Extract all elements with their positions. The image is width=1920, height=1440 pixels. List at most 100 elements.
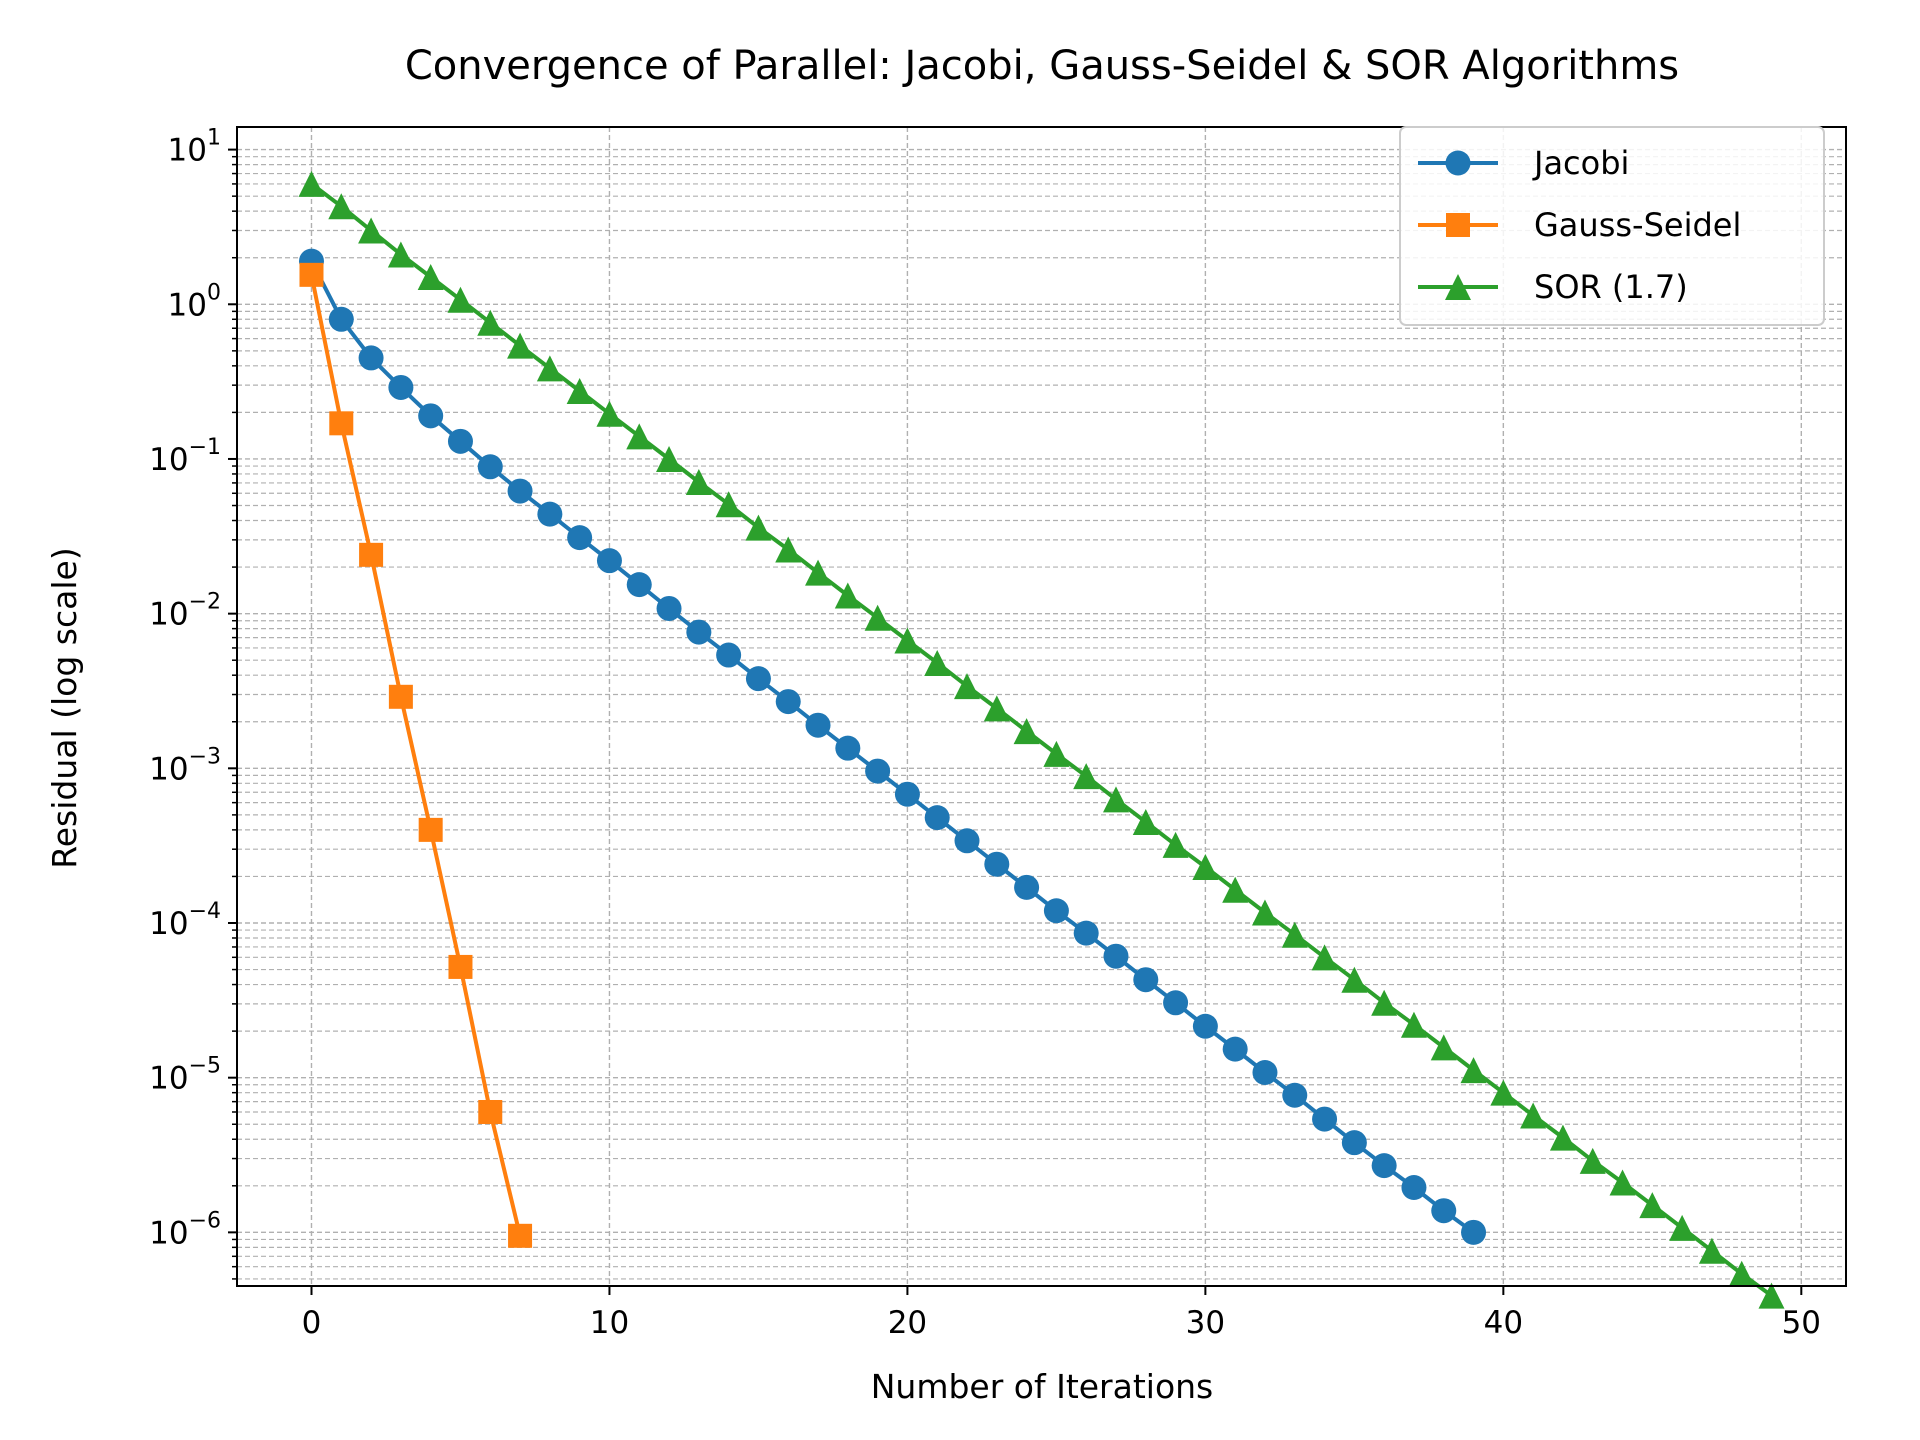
legend: Jacobi Gauss-Seidel SOR (1.7) [1399, 126, 1825, 326]
x-tick-label: 10 [590, 1305, 629, 1341]
sor-1-7-point [924, 649, 951, 676]
sor-1-7-point [1609, 1169, 1636, 1196]
sor-1-7-point [1639, 1192, 1666, 1219]
jacobi-point [865, 758, 891, 784]
gauss-seidel-point [448, 954, 473, 979]
ticks: 101 100 10−1 10−2 10−3 10−4 10−5 10−6 0 10 20 30 40 5… [149, 126, 1821, 1341]
y-tick-label: 10−4 [149, 899, 221, 942]
sor-1-7-point [1043, 740, 1070, 767]
jacobi-point [1133, 967, 1159, 993]
gauss-seidel-point [478, 1099, 503, 1124]
sor-1-7-point [805, 559, 832, 586]
sor-1-7-point [1549, 1124, 1576, 1151]
sor-1-7-point [1222, 876, 1249, 903]
jacobi-point [835, 735, 861, 761]
legend-label: Gauss-Seidel [1534, 206, 1741, 244]
series-jacobi [298, 248, 1487, 1245]
y-tick-label: 10−6 [149, 1208, 221, 1251]
sor-1-7-point [656, 445, 683, 472]
jacobi-point [656, 595, 682, 621]
sor-1-7-point [536, 355, 563, 382]
jacobi-point [1252, 1060, 1278, 1086]
gauss-seidel-point [388, 684, 413, 709]
jacobi-point [1192, 1013, 1218, 1039]
jacobi-point [1014, 874, 1040, 900]
sor-1-7-point [1341, 966, 1368, 993]
sor-1-7-point [745, 514, 772, 541]
y-tick-label: 100 [168, 280, 221, 323]
gauss-seidel-point [418, 817, 443, 842]
legend-item-sor-1-7: SOR (1.7) [1418, 268, 1688, 306]
sor-1-7-point [1520, 1102, 1547, 1129]
sor-1-7-point [1669, 1214, 1696, 1241]
legend-marker [1446, 213, 1470, 237]
sor-1-7-point [596, 400, 623, 427]
jacobi-point [358, 345, 384, 371]
jacobi-point [1043, 898, 1069, 924]
sor-1-7-point [894, 627, 921, 654]
series-gauss-seidel [299, 262, 533, 1248]
sor-1-7-point [864, 604, 891, 631]
sor-1-7-point [834, 582, 861, 609]
series-layer [298, 170, 1785, 1309]
sor-1-7-point [715, 491, 742, 518]
jacobi-point [537, 501, 563, 527]
jacobi-point [447, 428, 473, 454]
legend-label: SOR (1.7) [1534, 268, 1688, 306]
sor-1-7-point [387, 241, 414, 268]
sor-1-7-point [566, 378, 593, 405]
legend-label: Jacobi [1532, 144, 1629, 182]
sor-1-7-point [447, 286, 474, 313]
sor-1-7-point [417, 264, 444, 291]
y-tick-label: 10−2 [149, 590, 221, 633]
y-axis-label: Residual (log scale) [45, 547, 84, 868]
jacobi-point [1103, 943, 1129, 969]
x-tick-label: 50 [1782, 1305, 1821, 1341]
legend-box [1399, 126, 1825, 326]
jacobi-point [745, 666, 771, 692]
sor-1-7-point [1490, 1079, 1517, 1106]
jacobi-point [596, 548, 622, 574]
plot-frame [236, 126, 1847, 1287]
y-tick-label: 10−3 [149, 744, 221, 787]
sor-1-7-point [477, 309, 504, 336]
y-tick-label: 101 [168, 126, 221, 169]
jacobi-point [1163, 990, 1189, 1016]
jacobi-point [775, 689, 801, 715]
jacobi-point [1341, 1130, 1367, 1156]
gauss-seidel-point [299, 262, 324, 287]
gauss-seidel-line [309, 274, 523, 1237]
sor-1-7-point [1102, 786, 1129, 813]
sor-1-7-point [775, 536, 802, 563]
sor-1-7-point [1251, 899, 1278, 926]
jacobi-point [1282, 1082, 1308, 1108]
sor-1-7-point [1192, 854, 1219, 881]
jacobi-point [626, 572, 652, 598]
gauss-seidel-point [508, 1223, 533, 1248]
jacobi-point [805, 712, 831, 738]
jacobi-point [477, 454, 503, 480]
jacobi-point [567, 525, 593, 551]
y-tick-label: 10−5 [149, 1054, 221, 1097]
jacobi-point [686, 619, 712, 645]
x-tick-label: 30 [1186, 1305, 1225, 1341]
sor-1-7-point [1311, 944, 1338, 971]
jacobi-point [418, 403, 444, 429]
jacobi-point [1312, 1106, 1338, 1132]
sor-1-7-point [1013, 718, 1040, 745]
sor-1-7-point [1371, 989, 1398, 1016]
legend-marker [1445, 150, 1471, 176]
series-sor-1-7 [298, 170, 1785, 1309]
sor-1-7-point [1400, 1011, 1427, 1038]
jacobi-point [1073, 920, 1099, 946]
legend-item-gauss-seidel: Gauss-Seidel [1418, 206, 1741, 244]
jacobi-point [1431, 1198, 1457, 1224]
legend-marker [1445, 274, 1471, 300]
sor-1-7-point [1698, 1237, 1725, 1264]
sor-1-7-point [1132, 808, 1159, 835]
sor-1-7-point [358, 217, 385, 244]
jacobi-point [924, 805, 950, 831]
sor-1-7-point [298, 170, 325, 197]
jacobi-point [328, 306, 354, 332]
